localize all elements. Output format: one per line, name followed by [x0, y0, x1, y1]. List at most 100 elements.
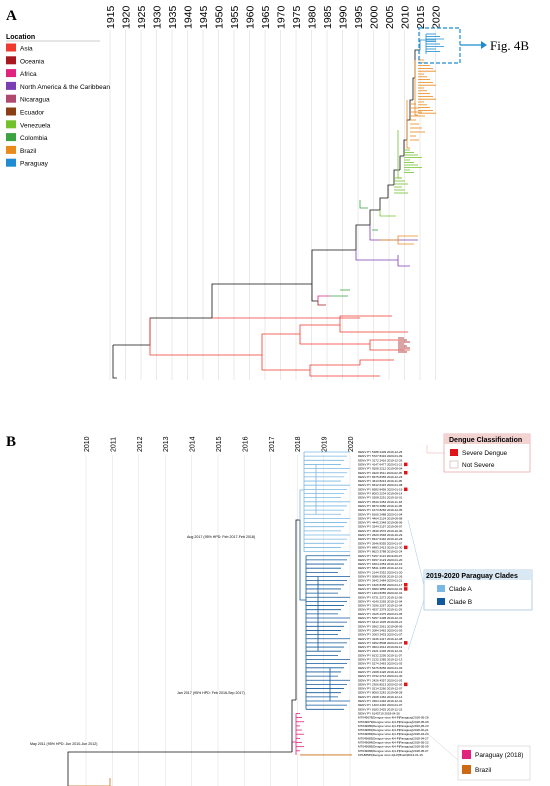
brazil-swatch	[462, 765, 471, 774]
tip-label: DENV PY 1403 2440 2020-01-07	[358, 703, 403, 707]
tip-label: DENV PY 0214 2260 2019-12-07	[358, 687, 403, 691]
tip-label: DENV PY 2132 2385 2019-12-13	[358, 658, 403, 662]
tree-branch	[414, 60, 418, 116]
tip-label: DENV PY 6352 8508 2020-01-07	[358, 641, 403, 645]
tip-label: DENV PY 4140 2265 2019-12-04	[358, 599, 403, 603]
tree-branch	[261, 333, 310, 371]
legend-label: Paraguay	[20, 161, 49, 168]
tip-label: DENV PY 2144 3352 2020-01-20	[358, 570, 403, 574]
year-tick-label: 2005	[384, 5, 396, 29]
year-tick-label: 1985	[322, 5, 334, 29]
year-tick-label: 2013	[163, 436, 170, 452]
legend-swatch	[6, 56, 16, 65]
tip-label: DENV PY 6464 2353 2019-12-16	[358, 562, 403, 566]
tip-label: DENV PY 5727 8434 2020-01-09	[358, 454, 403, 458]
panel-a-year-axis: 1915 1920 1925 1930 1935 1940 1945 1950 1955 1960…	[105, 5, 443, 29]
tree-branch	[299, 489, 304, 520]
tip-label: DENV PY 2408 1462 2019-12-14	[358, 695, 403, 699]
tip-label: DENV PY 6173 8266 2019-12-05	[358, 508, 403, 512]
panel-a-phylogenetic-tree	[112, 33, 444, 379]
tip-label: DENV PY 8183 2425 2019-12-22	[358, 707, 403, 711]
tip-label: DENV PY 3172 2416 2019-12-26	[358, 458, 403, 462]
not-severe-swatch	[449, 460, 459, 469]
tip-label: DENV PY 2306 8513 2020-02-05	[358, 682, 403, 686]
severe-dengue-marker	[404, 470, 408, 475]
tip-label: MT049680|Dengue virus 4|4-P|Paraguay|201…	[358, 724, 429, 728]
tree-branch	[379, 197, 388, 210]
tip-label: DENV PY 8375 8355 2019-12-23	[358, 475, 403, 479]
legend-swatch	[6, 158, 16, 167]
legend-swatch	[6, 43, 16, 52]
tree-branch	[359, 359, 394, 365]
year-tick-label: 2017	[269, 436, 276, 452]
legend-swatch	[6, 120, 16, 129]
tip-label: DENV PY 0732 2744 2020-01-30	[358, 674, 403, 678]
tree-root	[67, 751, 292, 786]
tip-label: DENV PY 8483 2413 2019-12-30	[358, 545, 403, 549]
tip-label: DENV PY 0562 2061 2019-08-09	[358, 624, 403, 628]
tip-label: DENV PY 2620 2548 2019-10-29	[358, 533, 403, 537]
jan2017-node-annotation: Jan 2017 (95% HPD: Feb 2016-Sep 2017)	[177, 691, 245, 695]
tip-label: MT049684|Dengue virus 4|4-P|Paraguay|201…	[358, 741, 429, 745]
legend-label: North America & the Caribbean	[20, 84, 110, 91]
year-tick-label: 1990	[338, 5, 350, 29]
legend-swatch	[6, 94, 16, 103]
panel-b-phylogenetic-tree	[67, 451, 352, 786]
clade-a-label: Clade A	[449, 586, 472, 593]
severe-dengue-marker	[404, 462, 408, 467]
tip-label: DENV PY 5157 2113 2019-09-07	[358, 554, 402, 558]
severe-dengue-marker	[404, 682, 408, 687]
tip-label: DENV PY 5274 2463 2020-01-03	[358, 662, 403, 666]
tree-branch	[113, 317, 212, 346]
paraguay-2018-label: Paraguay (2018)	[475, 752, 523, 759]
legend-label: Ecuador	[20, 110, 45, 117]
tip-label: MT049681|Dengue virus 4|4-P|Paraguay|201…	[358, 728, 429, 732]
tree-branch	[359, 200, 368, 209]
tip-label: DENV PY 6731 2272 2019-12-06	[358, 595, 403, 599]
tip-label: DENV PY 3246 2417 2019-12-08	[358, 637, 403, 641]
paraguay-brazil-legend: Paraguay (2018) Brazil	[457, 745, 531, 781]
paraguay-clades-legend: 2019-2020 Paraguay Clades Clade A Clade …	[423, 569, 533, 611]
year-tick-label: 2000	[369, 5, 381, 29]
year-tick-label: 2014	[190, 436, 197, 452]
tip-label: DENV PY 2208 2426 2019-12-19	[358, 670, 403, 674]
tip-label: DENV PY 1526 8458 2020-01-17	[358, 583, 403, 587]
severe-dengue-marker	[404, 587, 408, 591]
tree-branch	[369, 339, 410, 351]
tree-branch	[369, 209, 380, 225]
severe-dengue-marker	[404, 487, 408, 492]
severe-dengue-label: Severe Dengue	[462, 450, 508, 457]
tip-label: DENV PY 8623 3788 2019-02-24	[358, 550, 403, 554]
tip-label: DENV PY 4549 2576 2019-10-30	[358, 529, 403, 533]
year-tick-label: 1995	[353, 5, 365, 29]
tree-branch	[211, 283, 312, 318]
tip-label: MT049686|Dengue virus 4|4-P|Paraguay|201…	[358, 749, 429, 753]
tree-branch	[299, 520, 306, 601]
legend-label: Africa	[20, 71, 37, 78]
panel-a-time-grid	[109, 30, 436, 380]
year-tick-label: 1970	[276, 5, 288, 29]
tip-label: DENV PY 4445 2348 2019-08-06	[358, 521, 403, 525]
year-tick-label: 1920	[121, 5, 133, 29]
brazil-branch	[68, 778, 111, 786]
year-tick-label: 2020	[431, 5, 443, 29]
tip-label: DENV PY 3125 2475 2020-01-05	[358, 612, 403, 616]
tip-label: DENV PY 0540 2352 2019-11-18	[358, 500, 402, 504]
tip-label: DENV PY 8132 2295 2019-11-07	[358, 653, 402, 657]
tip-label: DENV PY 3196 2267 2019-12-04	[358, 604, 403, 608]
tree-branch	[317, 301, 326, 306]
legend-label: Nicaragua	[20, 97, 50, 104]
tree-branch	[409, 99, 413, 120]
clade-b-swatch	[437, 598, 445, 605]
severe-dengue-marker	[404, 641, 408, 645]
brazil-label: Brazil	[475, 767, 492, 774]
severe-dengue-swatch	[450, 449, 458, 456]
tip-label: DENV PY 3304 2440 2019-12-31	[358, 699, 403, 703]
tree-branch	[299, 324, 370, 345]
fig-4b-pointer: Fig. 4B	[460, 38, 529, 53]
paraguay-highlight-box	[418, 27, 461, 64]
panel-a: A 1915 1920 1925 1930 1935 1940 1945 1950 1955 19…	[6, 5, 529, 380]
tree-branch	[397, 255, 410, 267]
